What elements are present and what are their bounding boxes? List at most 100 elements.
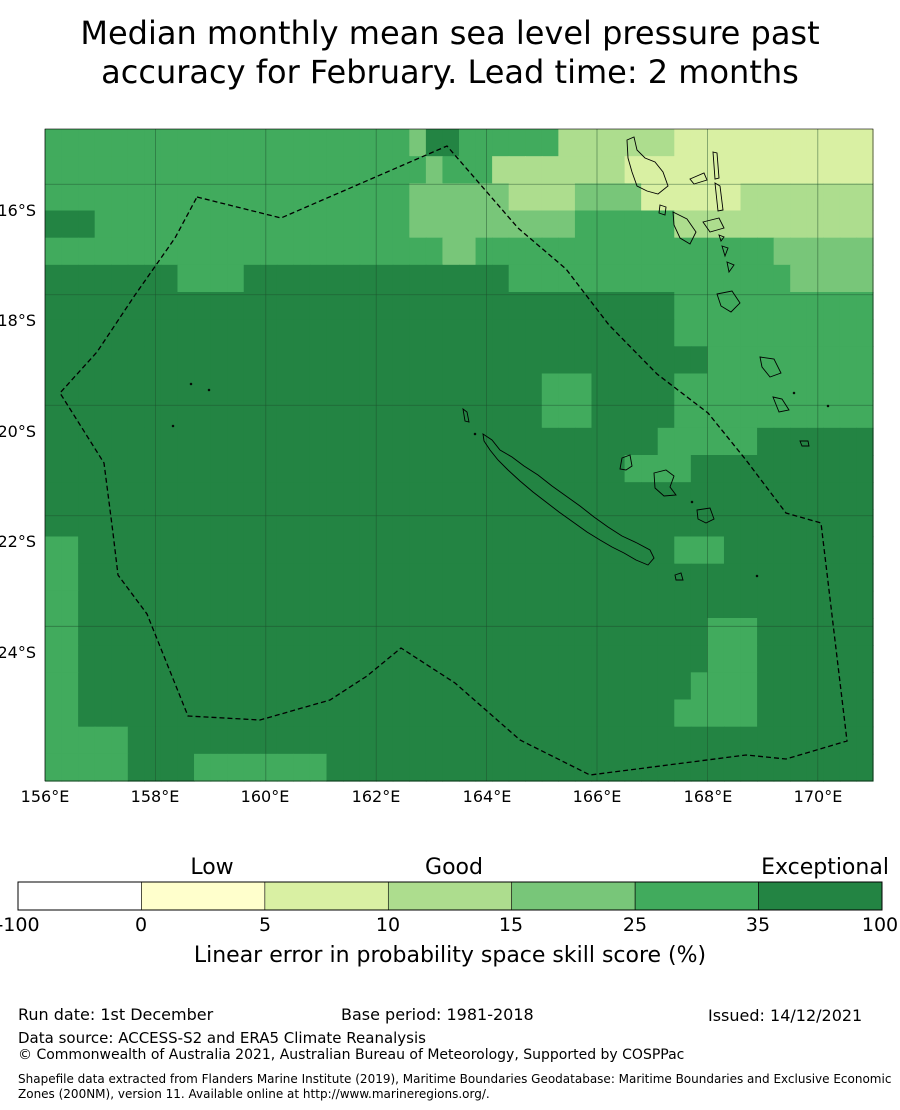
skill-cell xyxy=(707,346,725,375)
skill-cell xyxy=(177,455,195,483)
skill-cell xyxy=(773,264,791,293)
skill-cell xyxy=(574,590,593,619)
skill-cell xyxy=(111,509,129,538)
lon-tick-label: 162°E xyxy=(351,787,401,806)
skill-cell xyxy=(492,726,510,755)
skill-cell xyxy=(227,753,245,782)
skill-cell xyxy=(723,726,742,755)
skill-cell xyxy=(442,618,460,646)
skill-cell xyxy=(492,753,510,782)
skill-cell xyxy=(210,400,228,429)
skill-cell xyxy=(657,427,675,456)
skill-cell xyxy=(194,590,212,619)
skill-cell xyxy=(160,237,179,266)
skill-cell xyxy=(475,699,493,728)
skill-grid xyxy=(45,129,874,782)
skill-cell xyxy=(94,373,112,402)
skill-cell xyxy=(806,590,824,619)
skill-cell xyxy=(806,672,824,701)
skill-cell xyxy=(492,156,510,184)
skill-cell xyxy=(45,346,63,375)
skill-cell xyxy=(144,536,162,565)
skill-cell xyxy=(475,645,493,673)
skill-cell xyxy=(508,400,526,429)
skill-cell xyxy=(790,509,808,538)
skill-cell xyxy=(260,509,278,538)
skill-cell xyxy=(111,292,129,320)
skill-cell xyxy=(111,319,129,347)
base-period: Base period: 1981-2018 xyxy=(341,1005,534,1024)
skill-cell xyxy=(160,455,179,483)
skill-cell xyxy=(94,645,112,673)
skill-cell xyxy=(508,373,526,402)
skill-cell xyxy=(194,563,212,592)
skill-cell xyxy=(856,346,874,375)
skill-cell xyxy=(541,482,559,510)
run-date: Run date: 1st December xyxy=(18,1005,214,1024)
skill-cell xyxy=(392,427,410,456)
skill-cell xyxy=(723,672,742,701)
skill-cell xyxy=(459,536,477,565)
skill-cell xyxy=(61,699,79,728)
skill-cell xyxy=(276,726,294,755)
skill-cell xyxy=(707,427,725,456)
skill-cell xyxy=(558,319,576,347)
skill-cell xyxy=(707,455,725,483)
skill-cell xyxy=(425,237,444,266)
skill-cell xyxy=(591,129,609,157)
skill-cell xyxy=(641,264,659,293)
skill-cell xyxy=(856,264,874,293)
skill-cell xyxy=(839,156,858,184)
skill-cell xyxy=(194,753,212,782)
skill-cell xyxy=(641,645,659,673)
skill-cell xyxy=(376,509,394,538)
skill-cell xyxy=(723,319,742,347)
skill-cell xyxy=(326,264,344,293)
skill-cell xyxy=(492,319,510,347)
skill-cell xyxy=(591,672,609,701)
skill-cell xyxy=(459,509,477,538)
skill-cell xyxy=(806,319,824,347)
skill-cell xyxy=(740,264,758,293)
skill-cell xyxy=(823,210,841,239)
skill-cell xyxy=(45,210,63,239)
skill-cell xyxy=(459,237,477,266)
skill-cell xyxy=(260,156,278,184)
skill-cell xyxy=(343,482,361,510)
skill-cell xyxy=(525,645,543,673)
skill-cell xyxy=(425,726,444,755)
skill-cell xyxy=(78,455,96,483)
skill-cell xyxy=(823,482,841,510)
skill-cell xyxy=(558,672,576,701)
skill-cell xyxy=(210,319,228,347)
skill-cell xyxy=(475,292,493,320)
skill-cell xyxy=(293,264,311,293)
skill-cell xyxy=(856,129,874,157)
skill-cell xyxy=(856,536,874,565)
skill-cell xyxy=(359,237,377,266)
skill-cell xyxy=(309,346,328,375)
skill-cell xyxy=(707,590,725,619)
skill-cell xyxy=(839,509,858,538)
skill-cell xyxy=(525,129,543,157)
skill-cell xyxy=(359,699,377,728)
skill-cell xyxy=(409,427,427,456)
skill-cell xyxy=(492,645,510,673)
skill-cell xyxy=(210,373,228,402)
skill-cell xyxy=(94,618,112,646)
skill-cell xyxy=(160,482,179,510)
skill-cell xyxy=(690,563,708,592)
skill-cell xyxy=(624,753,642,782)
skill-cell xyxy=(359,373,377,402)
skill-cell xyxy=(806,726,824,755)
skill-cell xyxy=(591,482,609,510)
skill-cell xyxy=(227,129,245,157)
skill-cell xyxy=(558,509,576,538)
skill-cell xyxy=(641,319,659,347)
skill-cell xyxy=(409,645,427,673)
skill-cell xyxy=(177,400,195,429)
skill-cell xyxy=(210,672,228,701)
skill-cell xyxy=(61,400,79,429)
skill-cell xyxy=(757,618,775,646)
skill-cell xyxy=(839,536,858,565)
